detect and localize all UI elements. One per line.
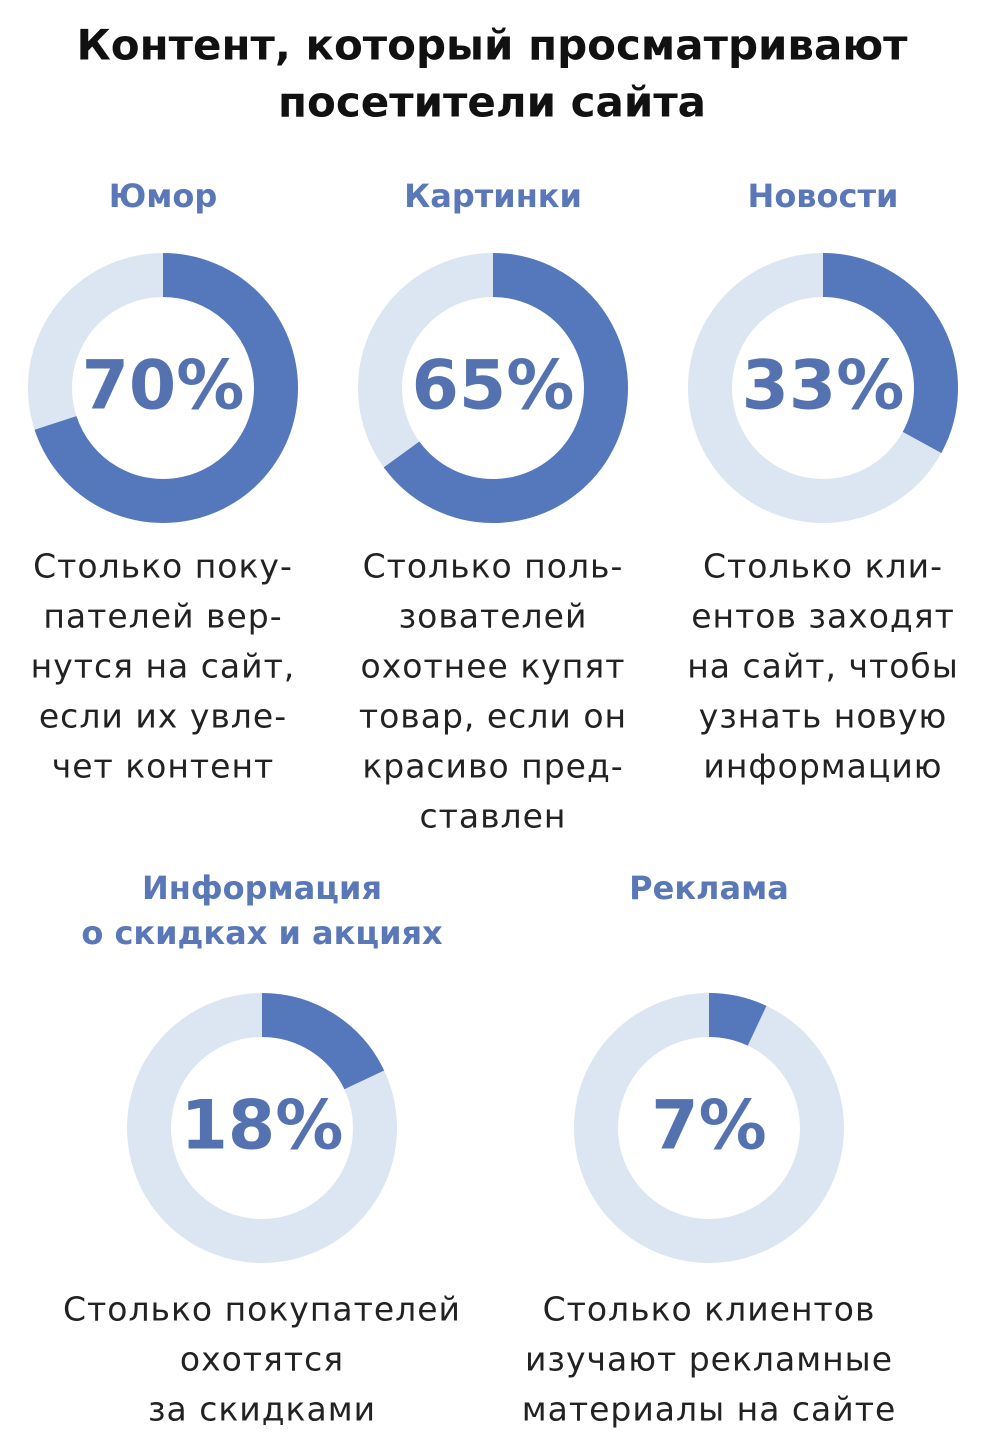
- donut-segment: [383, 253, 628, 523]
- caption-line: изучают рекламные: [525, 1340, 893, 1379]
- caption-line: Столько клиентов: [543, 1290, 876, 1329]
- category-title: Юмор: [109, 177, 218, 215]
- percent-label: 65%: [412, 347, 575, 426]
- caption-line: на сайт, чтобы: [687, 647, 959, 686]
- caption-line: Столько поль-: [363, 547, 624, 586]
- caption-line: товар, если он: [359, 697, 627, 736]
- caption-line: ентов заходят: [691, 597, 955, 636]
- caption-line: охотнее купят: [361, 647, 626, 686]
- caption-line: нутся на сайт,: [31, 647, 296, 686]
- caption-line: красиво пред-: [362, 747, 623, 786]
- percent-label: 7%: [651, 1087, 766, 1166]
- caption-line: если их увле-: [39, 697, 287, 736]
- category-title: Реклама: [629, 869, 789, 907]
- caption-line: Столько поку-: [33, 547, 293, 586]
- category-title: Картинки: [404, 177, 582, 215]
- category-title: Новости: [748, 177, 899, 215]
- caption-line: чет контент: [52, 747, 275, 786]
- percent-label: 18%: [181, 1087, 344, 1166]
- page-title: Контент, который просматривают: [76, 21, 908, 70]
- donut-segment: [822, 253, 958, 454]
- caption-line: ставлен: [419, 797, 566, 836]
- caption-line: Столько покупателей: [63, 1290, 461, 1329]
- percent-label: 33%: [742, 347, 905, 426]
- caption-line: Столько кли-: [703, 547, 943, 586]
- caption-line: пателей вер-: [43, 597, 282, 636]
- category-title: Информация: [142, 869, 382, 907]
- caption-line: информацию: [703, 747, 942, 786]
- caption-line: материалы на сайте: [522, 1390, 897, 1429]
- caption-line: узнать новую: [699, 697, 948, 736]
- donut-segment: [708, 993, 767, 1046]
- caption-line: зователей: [399, 597, 588, 636]
- percent-label: 70%: [82, 347, 245, 426]
- donut-segment: [34, 253, 298, 523]
- page-title: посетители сайта: [278, 78, 706, 127]
- caption-line: охотятся: [180, 1340, 344, 1379]
- category-title: о скидках и акциях: [81, 914, 443, 952]
- caption-line: за скидками: [148, 1390, 376, 1429]
- donut-segment: [261, 993, 385, 1090]
